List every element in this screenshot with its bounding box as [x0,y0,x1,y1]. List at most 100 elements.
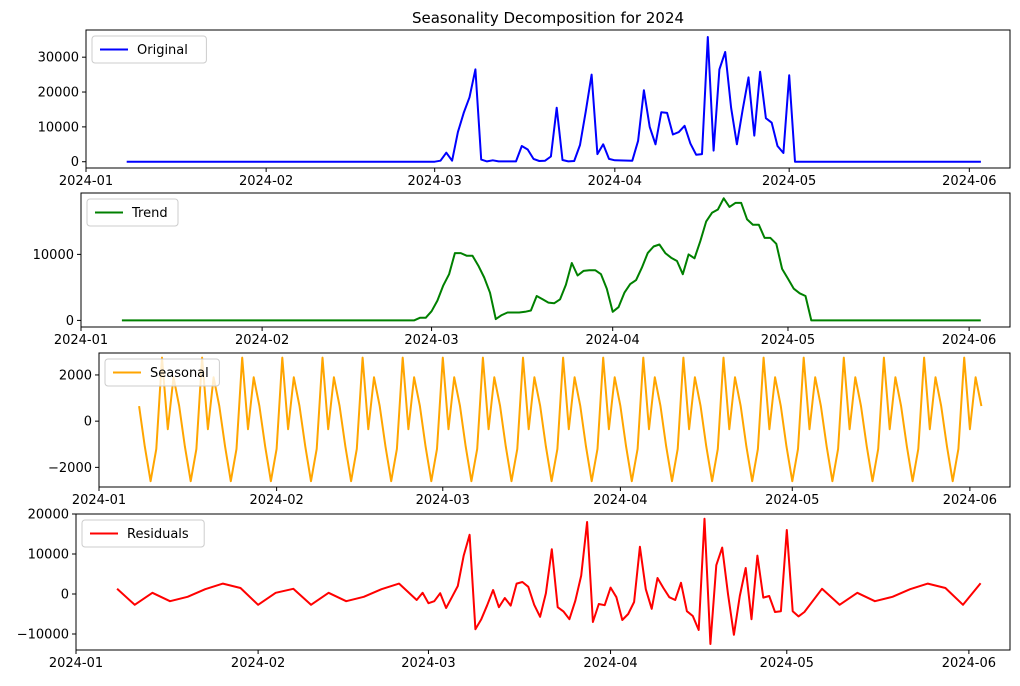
data-point [427,602,429,604]
data-point [682,273,684,275]
data-point [604,604,606,606]
data-point [439,160,441,162]
data-point [617,306,619,308]
data-point [596,448,598,450]
data-point [662,587,664,589]
data-point [837,448,839,450]
data-point [614,376,616,378]
data-point [980,319,982,321]
data-point [717,208,719,210]
data-point [656,577,658,579]
data-point [565,284,567,286]
data-point [556,448,558,450]
data-point [230,480,232,482]
data-point [338,405,340,407]
x-tick-label: 2024-04 [593,493,647,508]
data-point [533,376,535,378]
data-point [413,376,415,378]
data-point [550,480,552,482]
data-point [116,588,118,590]
legend-box [86,198,179,227]
data-point [463,554,465,556]
data-point [544,160,546,162]
data-point [814,376,816,378]
data-point [721,546,723,548]
data-point [759,71,761,73]
axes-frame [80,192,1011,328]
x-tick-label: 2024-04 [588,174,642,189]
data-point [468,96,470,98]
data-point [591,480,593,482]
data-point [518,311,520,313]
data-point [929,428,931,430]
data-point [774,376,776,378]
x-tick-label: 2024-03 [408,174,462,189]
legend-box [81,519,205,548]
data-point [442,356,444,358]
data-point [247,428,249,430]
data-point [917,448,919,450]
data-point [169,600,171,602]
data-point [298,405,300,407]
data-point [606,288,608,290]
data-point [579,144,581,146]
data-point [492,589,494,591]
data-point [860,405,862,407]
data-point [962,604,964,606]
data-point [434,161,436,163]
data-point [740,405,742,407]
data-point [794,161,796,163]
data-point [433,600,435,602]
data-point [258,405,260,407]
x-tick-label: 2024-01 [59,174,113,189]
data-point [664,252,666,254]
data-point [568,428,570,430]
x-tick-label: 2024-01 [49,656,103,671]
data-point [541,298,543,300]
data-point [952,480,954,482]
x-tick-label: 2024-05 [761,333,815,348]
data-point [527,586,529,588]
x-tick-label: 2024-02 [235,333,289,348]
data-point [596,153,598,155]
data-point [501,314,503,316]
data-point [293,376,295,378]
data-point [493,376,495,378]
y-tick-label: 20000 [28,508,69,523]
data-point [579,405,581,407]
data-point [909,588,911,590]
data-point [600,273,602,275]
data-point [522,356,524,358]
data-point [486,604,488,606]
data-point [222,582,224,584]
x-tick-label: 2024-05 [765,493,819,508]
data-point [715,564,717,566]
data-point [680,582,682,584]
axes-frame [98,352,1011,488]
data-point [532,158,534,160]
data-point [304,445,306,447]
data-point [413,319,415,321]
data-point [665,445,667,447]
data-point [826,445,828,447]
data-point [771,122,773,124]
data-point [516,448,518,450]
data-point [515,160,517,162]
data-point [791,480,793,482]
data-point [545,445,547,447]
data-point [218,405,220,407]
data-point [645,588,647,590]
data-point [746,218,748,220]
data-point [384,445,386,447]
data-point [625,445,627,447]
data-point [728,428,730,430]
data-point [734,202,736,204]
data-point [454,252,456,254]
data-point [944,587,946,589]
data-point [592,621,594,623]
data-point [739,595,741,597]
data-point [419,405,421,407]
data-point [568,618,570,620]
data-point [621,619,623,621]
